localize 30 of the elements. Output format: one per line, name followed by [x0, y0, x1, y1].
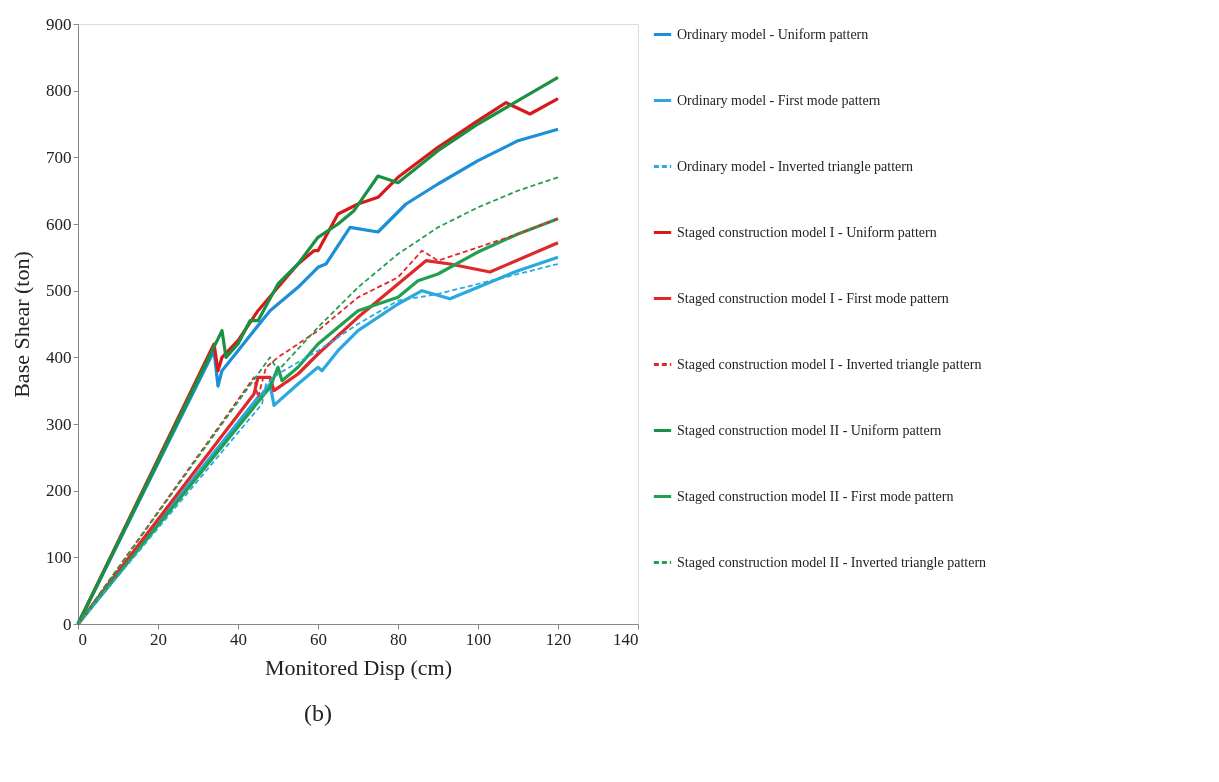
- y-tick-label: 0: [63, 614, 72, 634]
- x-tick-label: 60: [310, 629, 327, 649]
- y-tick-label: 300: [46, 414, 72, 434]
- legend-label: Staged construction model I - First mode pattern: [677, 290, 949, 306]
- x-axis-title: Monitored Disp (cm): [265, 654, 452, 680]
- y-tick-label: 600: [46, 214, 72, 234]
- legend-label: Ordinary model - Uniform pattern: [677, 26, 869, 42]
- text: (b): [304, 700, 332, 726]
- legend-label: Staged construction model II - Uniform pattern: [677, 422, 942, 438]
- y-tick-label: 500: [46, 281, 72, 301]
- y-axis-title: Base Shear (ton): [9, 251, 34, 398]
- legend-label: Staged construction model II - Inverted triangle pattern: [677, 554, 987, 570]
- legend-label: Staged construction model II - First mode pattern: [677, 488, 954, 504]
- legend-label: Staged construction model I - Inverted triangle pattern: [677, 356, 982, 372]
- legend-label: Ordinary model - First mode pattern: [677, 92, 881, 108]
- y-tick-label: 700: [46, 147, 72, 167]
- x-tick-label: 120: [545, 629, 572, 649]
- y-tick-label: 400: [46, 347, 72, 367]
- legend-label: Ordinary model - Inverted triangle pattern: [677, 158, 913, 174]
- y-tick-label: 800: [46, 81, 72, 101]
- x-tick-label: 100: [465, 629, 492, 649]
- x-tick-label: 80: [390, 629, 407, 649]
- legend-label: Staged construction model I - Uniform pattern: [677, 224, 937, 240]
- y-tick-label: 100: [46, 547, 72, 567]
- x-tick-label: 140: [613, 629, 639, 649]
- y-tick-label: 900: [46, 14, 72, 34]
- y-tick-label: 200: [46, 481, 72, 501]
- x-tick-label: 20: [150, 629, 167, 649]
- x-tick-label: 40: [230, 629, 247, 649]
- x-tick-label: 0: [78, 629, 87, 649]
